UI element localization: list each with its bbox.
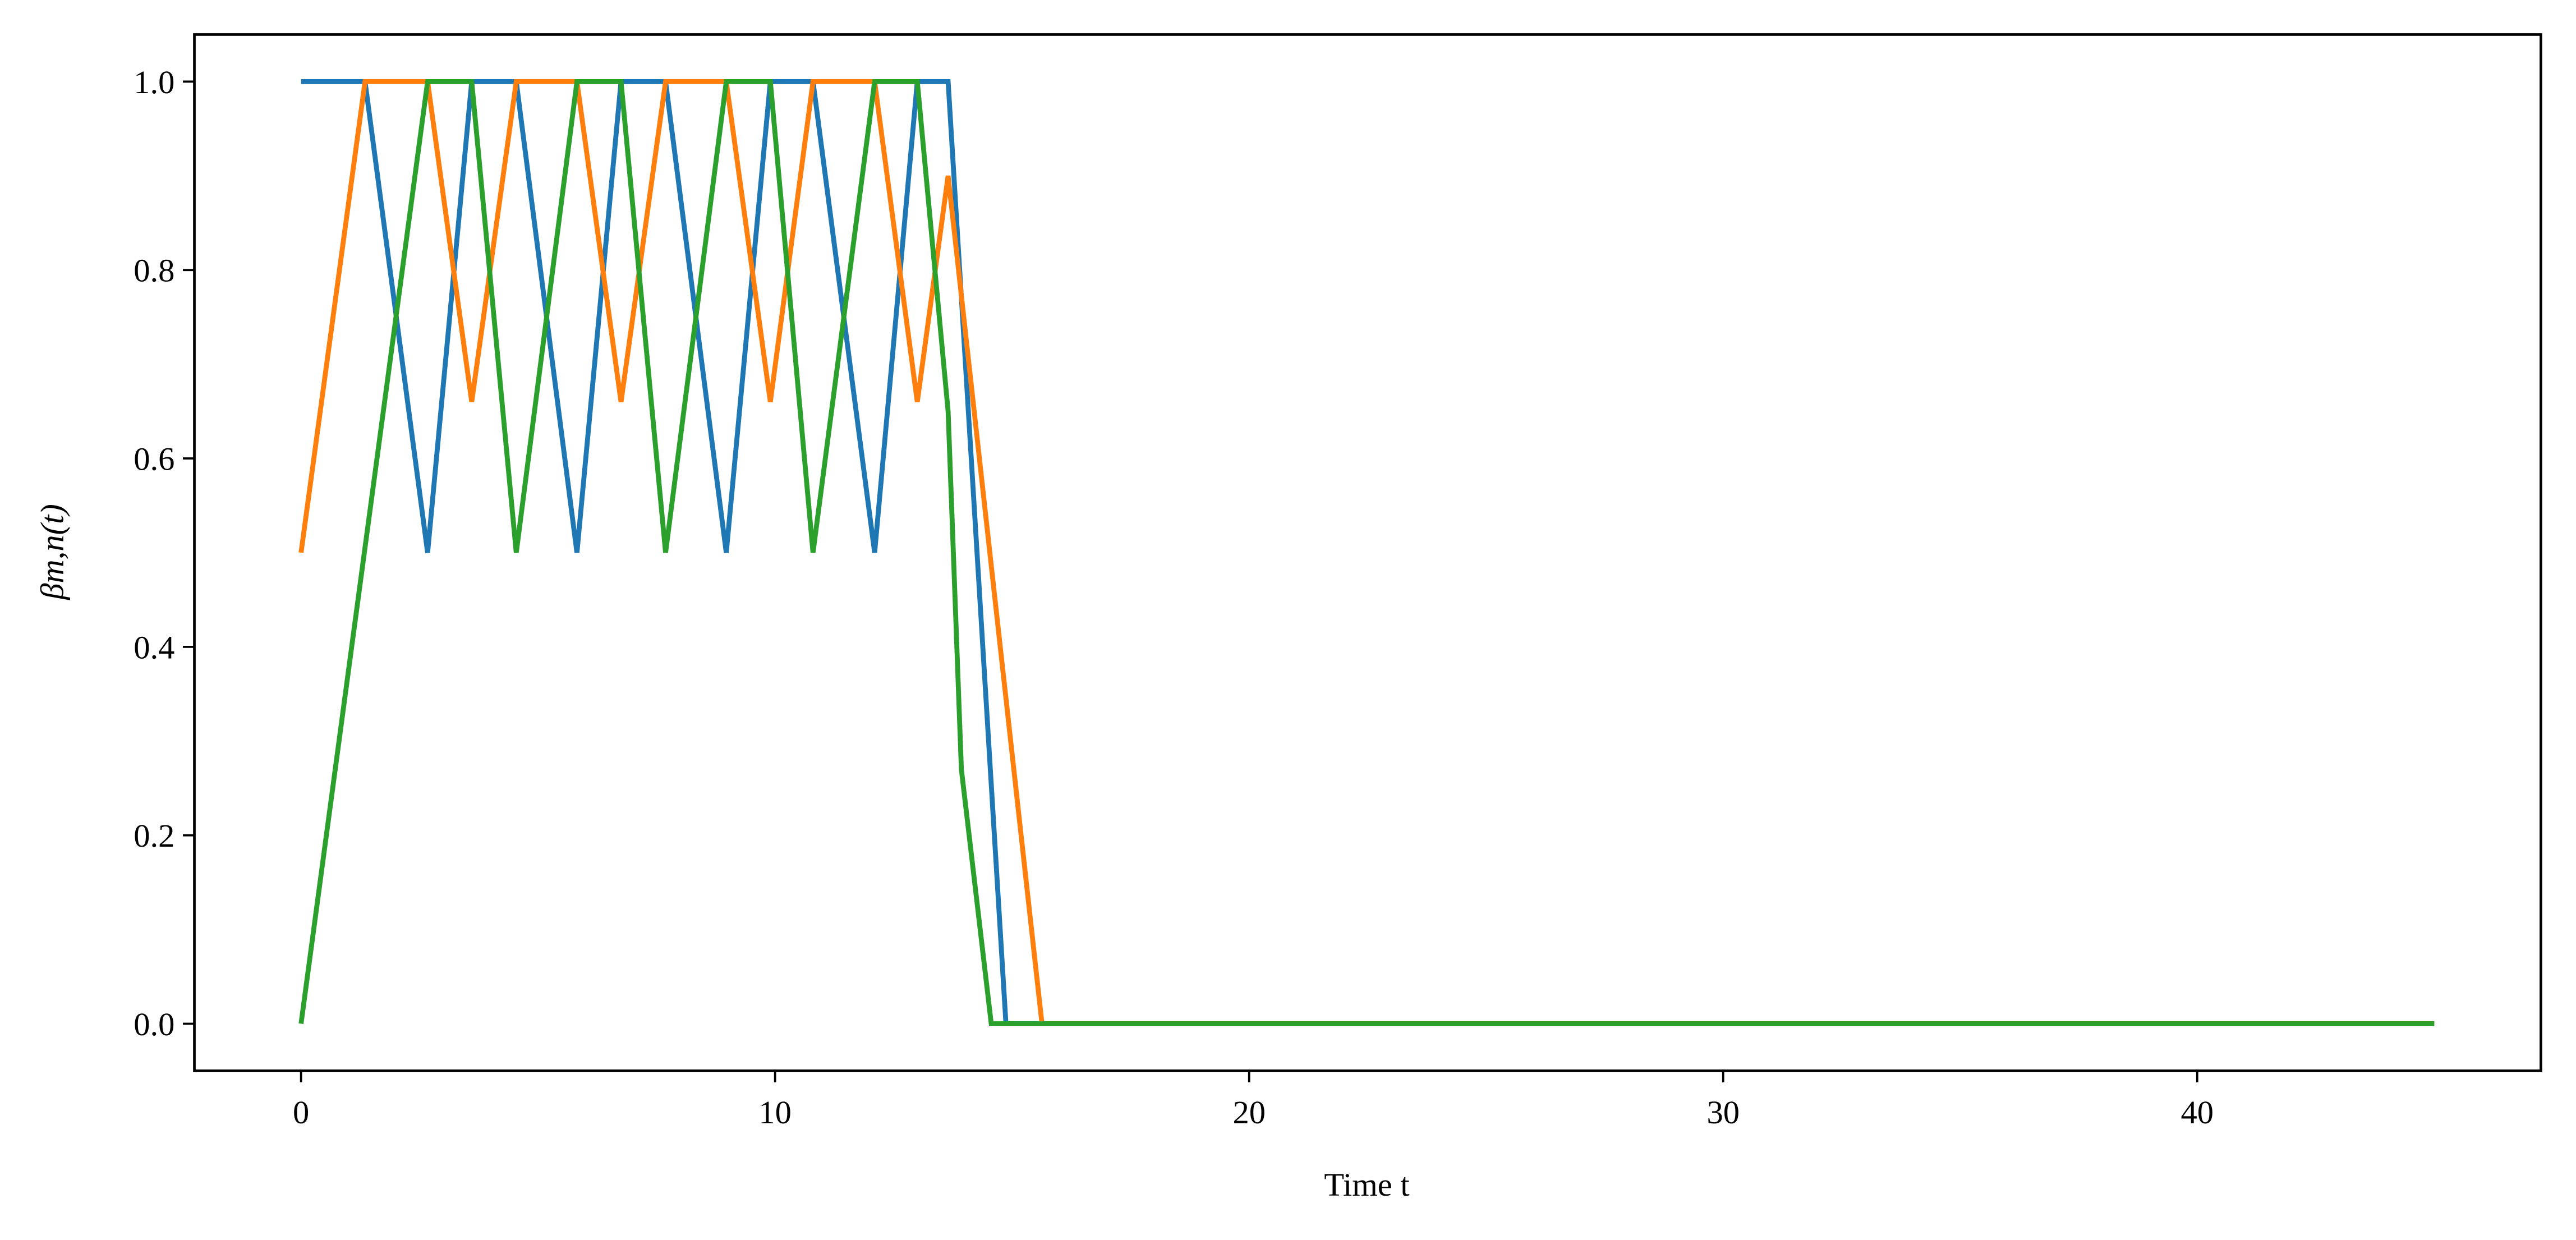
data-line [298, 79, 2435, 1026]
y-tick-label: 0.4 [134, 629, 174, 665]
y-tick-label: 0.2 [134, 818, 174, 854]
x-tick-label: 10 [758, 1094, 792, 1131]
x-tick-label: 0 [293, 1094, 309, 1131]
y-axis-label: βm,n(t) [34, 504, 70, 600]
x-tick-label: 20 [1232, 1094, 1266, 1131]
x-tick-label: 40 [2181, 1094, 2214, 1131]
x-tick-label: 30 [1706, 1094, 1740, 1131]
plot-frame [193, 33, 2542, 1072]
y-tick-label: 0.8 [134, 252, 174, 289]
y-tick-label: 1.0 [134, 64, 174, 100]
y-tick-label: 0.6 [134, 441, 174, 477]
data-line [298, 79, 2435, 1026]
y-tick-label: 0.0 [134, 1006, 174, 1042]
data-line [301, 79, 2435, 1026]
x-axis-label: Time t [1324, 1166, 1409, 1203]
